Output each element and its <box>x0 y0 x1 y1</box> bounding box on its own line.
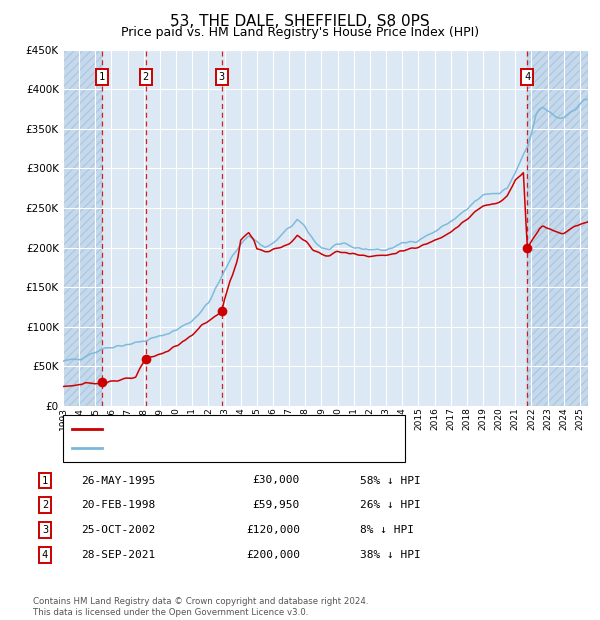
Bar <box>527 50 588 406</box>
Text: 28-SEP-2021: 28-SEP-2021 <box>81 550 155 560</box>
Text: 53, THE DALE, SHEFFIELD, S8 0PS: 53, THE DALE, SHEFFIELD, S8 0PS <box>170 14 430 29</box>
Text: 25-OCT-2002: 25-OCT-2002 <box>81 525 155 535</box>
Text: 53, THE DALE, SHEFFIELD, S8 0PS (detached house): 53, THE DALE, SHEFFIELD, S8 0PS (detache… <box>108 424 379 435</box>
Text: £200,000: £200,000 <box>246 550 300 560</box>
Text: 3: 3 <box>218 73 225 82</box>
Text: 1: 1 <box>42 476 48 485</box>
Text: 26-MAY-1995: 26-MAY-1995 <box>81 476 155 485</box>
Text: £30,000: £30,000 <box>253 476 300 485</box>
Text: 4: 4 <box>524 73 530 82</box>
Text: 20-FEB-1998: 20-FEB-1998 <box>81 500 155 510</box>
Text: 4: 4 <box>42 550 48 560</box>
Text: 2: 2 <box>143 73 149 82</box>
Text: £120,000: £120,000 <box>246 525 300 535</box>
Text: 26% ↓ HPI: 26% ↓ HPI <box>360 500 421 510</box>
Text: 2: 2 <box>42 500 48 510</box>
Text: £59,950: £59,950 <box>253 500 300 510</box>
Text: 1: 1 <box>98 73 105 82</box>
Text: 58% ↓ HPI: 58% ↓ HPI <box>360 476 421 485</box>
Bar <box>527 50 588 406</box>
Text: 8% ↓ HPI: 8% ↓ HPI <box>360 525 414 535</box>
Text: 3: 3 <box>42 525 48 535</box>
Text: Price paid vs. HM Land Registry's House Price Index (HPI): Price paid vs. HM Land Registry's House … <box>121 26 479 39</box>
Bar <box>63 50 102 406</box>
Bar <box>63 50 102 406</box>
Text: 38% ↓ HPI: 38% ↓ HPI <box>360 550 421 560</box>
Text: Contains HM Land Registry data © Crown copyright and database right 2024.
This d: Contains HM Land Registry data © Crown c… <box>33 598 368 617</box>
Text: HPI: Average price, detached house, Sheffield: HPI: Average price, detached house, Shef… <box>108 443 347 453</box>
